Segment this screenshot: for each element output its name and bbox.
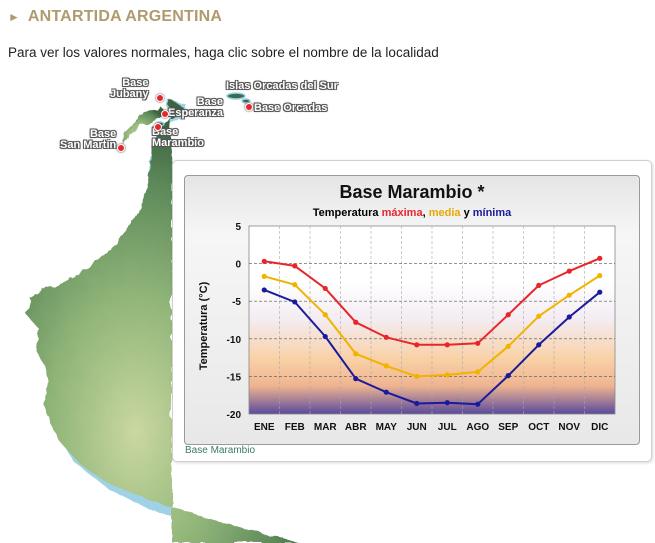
- x-tick-label: NOV: [558, 422, 580, 433]
- chart-subtitle-part: ,: [423, 207, 429, 219]
- location-label-marambio[interactable]: Base Marambio: [152, 126, 204, 149]
- y-tick-label: -10: [227, 335, 242, 346]
- location-label-san-martin[interactable]: Base San Martín: [60, 128, 117, 151]
- series-layer: [261, 255, 603, 407]
- station-popup: Base Marambio * Temperatura máxima, medi…: [172, 160, 652, 462]
- location-marker-base-orcadas[interactable]: [245, 103, 253, 111]
- series-point-media: [261, 273, 267, 279]
- section-title: ANTARTIDA ARGENTINA: [27, 8, 223, 25]
- location-marker-marambio[interactable]: [154, 123, 162, 131]
- series-point-media: [414, 373, 420, 379]
- x-tick-label: ABR: [345, 422, 367, 433]
- chart-subtitle-part: Temperatura: [313, 207, 382, 219]
- series-point-mínima: [292, 299, 298, 305]
- series-point-mínima: [414, 400, 420, 407]
- series-point-máxima: [322, 285, 328, 292]
- series-point-mínima: [444, 400, 450, 406]
- series-point-mínima: [261, 287, 267, 293]
- x-tick-label: FEB: [285, 422, 305, 433]
- series-point-media: [597, 273, 603, 279]
- y-tick-label: 0: [235, 260, 241, 271]
- instruction-text: Para ver los valores normales, haga clic…: [8, 45, 439, 60]
- chart-subtitle-part: media: [429, 207, 462, 219]
- section-header: ► ANTARTIDA ARGENTINA: [8, 8, 222, 26]
- chart-ylabel: Temperatura (°C): [198, 281, 210, 370]
- x-tick-label: OCT: [528, 422, 549, 433]
- x-tick-label: MAY: [376, 422, 398, 433]
- series-line-mínima: [263, 288, 601, 406]
- location-marker-jubany[interactable]: [156, 94, 164, 102]
- series-point-mínima: [597, 289, 603, 295]
- series-point-media: [536, 313, 542, 319]
- series-point-máxima: [597, 255, 603, 261]
- series-point-media: [322, 312, 328, 318]
- series-point-mínima: [566, 314, 572, 320]
- antarctica-map: Base Jubany Base Esperanza Base Marambio…: [0, 70, 655, 543]
- x-tick-label: SEP: [498, 422, 518, 433]
- y-tick-label: 5: [235, 222, 241, 233]
- series-point-máxima: [261, 258, 267, 264]
- chart-frame: Base Marambio * Temperatura máxima, medi…: [184, 175, 640, 445]
- x-tick-label: ENE: [254, 422, 275, 433]
- location-label-jubany[interactable]: Base Jubany: [110, 77, 149, 100]
- station-link[interactable]: Base Marambio: [185, 445, 256, 456]
- chart-subtitle: Temperatura máxima, media y mínima: [313, 207, 512, 219]
- series-point-máxima: [444, 342, 450, 348]
- series-point-mínima: [475, 401, 481, 407]
- y-tick-label: -5: [232, 297, 241, 308]
- chart-subtitle-part: mínima: [473, 207, 512, 219]
- x-tick-label: JUN: [407, 422, 427, 433]
- location-marker-san-martin[interactable]: [117, 144, 125, 152]
- tick-layer: 5 0 -5 -10 -15 -20 ENE FEB MAR ABR MAY JUN JUL AGO SEP…: [227, 222, 609, 433]
- series-point-máxima: [292, 263, 298, 269]
- series-point-media: [444, 372, 450, 378]
- series-point-máxima: [414, 342, 420, 348]
- chart-title: Base Marambio *: [339, 182, 484, 202]
- series-point-media: [475, 369, 481, 375]
- temperature-chart: Base Marambio * Temperatura máxima, medi…: [198, 182, 616, 433]
- series-point-mínima: [536, 342, 542, 348]
- series-point-media: [566, 292, 572, 298]
- y-tick-label: -15: [227, 372, 242, 383]
- series-point-media: [383, 363, 389, 369]
- series-point-mínima: [505, 373, 511, 379]
- play-triangle-icon: ►: [8, 10, 20, 24]
- series-point-mínima: [353, 376, 359, 382]
- location-marker-esperanza[interactable]: [161, 110, 169, 118]
- chart-subtitle-part: máxima: [382, 207, 424, 219]
- x-tick-label: AGO: [466, 422, 489, 433]
- series-point-máxima: [383, 334, 389, 340]
- x-tick-label: MAR: [314, 422, 338, 433]
- series-point-máxima: [536, 282, 542, 289]
- grid-layer: [249, 226, 615, 414]
- series-line-máxima: [264, 257, 601, 346]
- location-label-base-orcadas[interactable]: Base Orcadas: [254, 102, 328, 114]
- series-point-máxima: [566, 268, 572, 274]
- series-point-media: [505, 343, 511, 349]
- chart-subtitle-part: y: [461, 207, 473, 219]
- series-point-máxima: [475, 340, 481, 346]
- landmass: [26, 100, 300, 543]
- series-point-mínima: [383, 389, 389, 395]
- y-tick-label: -20: [227, 410, 242, 421]
- x-tick-label: DIC: [591, 422, 608, 433]
- series-point-media: [292, 282, 298, 288]
- plot-area: [248, 225, 616, 415]
- series-point-mínima: [322, 333, 328, 340]
- series-line-media: [264, 274, 601, 378]
- series-point-máxima: [505, 312, 511, 318]
- series-point-media: [353, 351, 359, 357]
- location-label-esperanza[interactable]: Base Esperanza: [168, 96, 224, 119]
- series-point-máxima: [353, 319, 359, 325]
- location-label-islas-orcadas[interactable]: Islas Orcadas del Sur: [226, 80, 338, 92]
- x-tick-label: JUL: [438, 422, 457, 433]
